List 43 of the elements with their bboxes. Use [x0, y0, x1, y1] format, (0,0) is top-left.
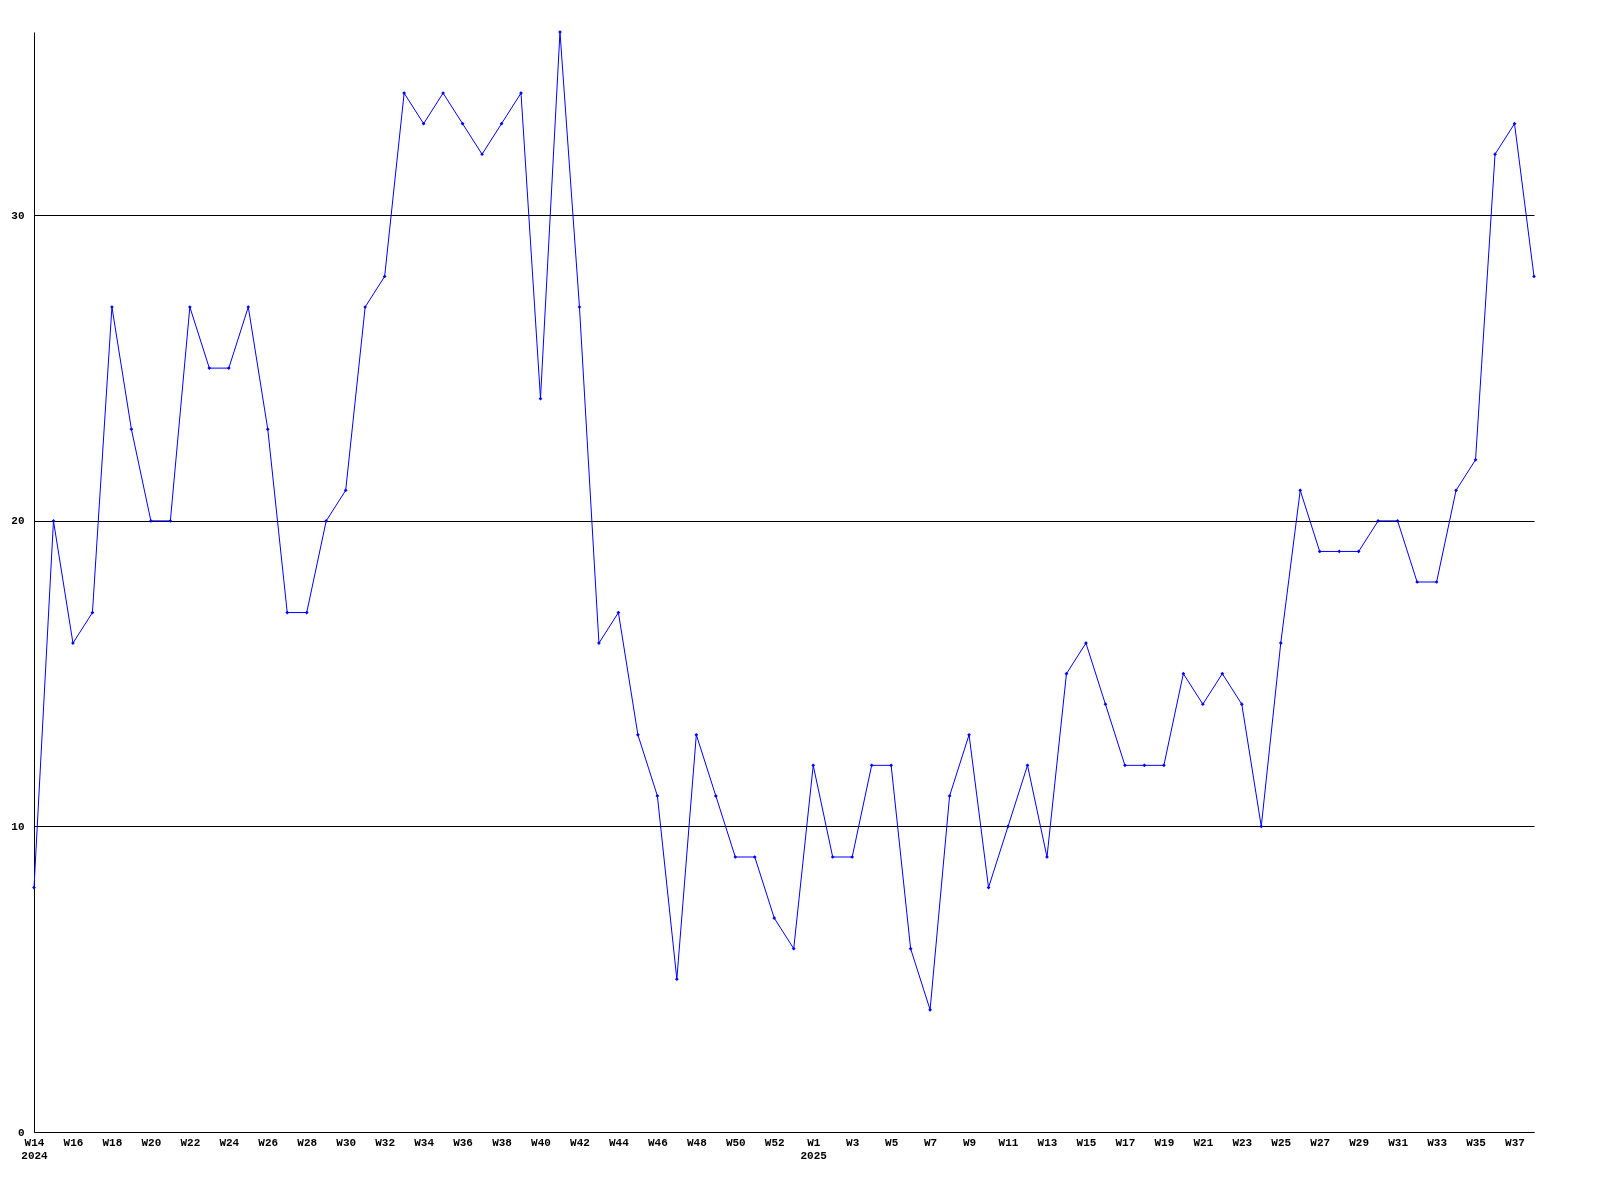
x-tick-label: W44	[609, 1136, 630, 1149]
x-tick-label: W20	[141, 1136, 162, 1149]
x-tick-label: W24	[219, 1136, 240, 1149]
x-tick-label: W15	[1076, 1136, 1097, 1149]
x-tick-label: W31	[1388, 1136, 1409, 1149]
y-tick-label: 30	[11, 209, 25, 222]
x-tick-label: W23	[1232, 1136, 1253, 1149]
x-tick-label: W50	[725, 1136, 746, 1149]
x-tick-label: W48	[686, 1136, 708, 1149]
x-tick-label: W3	[846, 1136, 860, 1149]
x-tick-label: W22	[180, 1136, 201, 1149]
x-tick-label: W27	[1310, 1136, 1331, 1149]
x-tick-label: W16	[63, 1136, 84, 1149]
x-tick-label: W11	[998, 1136, 1019, 1149]
x-tick-label: W14 2024	[21, 1136, 49, 1162]
y-tick-label: 10	[11, 820, 25, 833]
y-tick-label: 20	[11, 515, 25, 528]
x-tick-label: W21	[1193, 1136, 1214, 1149]
x-tick-label: W18	[102, 1136, 123, 1149]
x-tick-label: W37	[1505, 1136, 1525, 1149]
x-tick-label: W52	[764, 1136, 785, 1149]
x-tick-label: W32	[375, 1136, 396, 1149]
x-tick-label: W29	[1349, 1136, 1370, 1149]
x-tick-label: W28	[297, 1136, 318, 1149]
x-tick-label: W38	[492, 1136, 513, 1149]
x-tick-label: W13	[1037, 1136, 1058, 1149]
x-tick-label: W42	[570, 1136, 590, 1149]
x-tick-label: W9	[962, 1136, 977, 1149]
x-tick-label: W25	[1271, 1136, 1292, 1149]
x-tick-label: W33	[1427, 1136, 1448, 1149]
x-tick-label: W36	[453, 1136, 473, 1149]
x-tick-label: W19	[1154, 1136, 1175, 1149]
x-tick-label: W1 2025	[800, 1136, 828, 1162]
x-tick-label: W26	[258, 1136, 279, 1149]
x-tick-label: W30	[336, 1136, 357, 1149]
x-tick-label: W35	[1466, 1136, 1487, 1149]
y-tick-label: 0	[17, 1126, 25, 1139]
x-tick-label: W40	[531, 1136, 551, 1149]
x-tick-label: W34	[414, 1136, 435, 1149]
x-tick-label: W5	[885, 1136, 899, 1149]
x-tick-label: W46	[647, 1136, 668, 1149]
x-tick-label: W17	[1115, 1136, 1136, 1149]
x-tick-label: W7	[924, 1136, 938, 1149]
